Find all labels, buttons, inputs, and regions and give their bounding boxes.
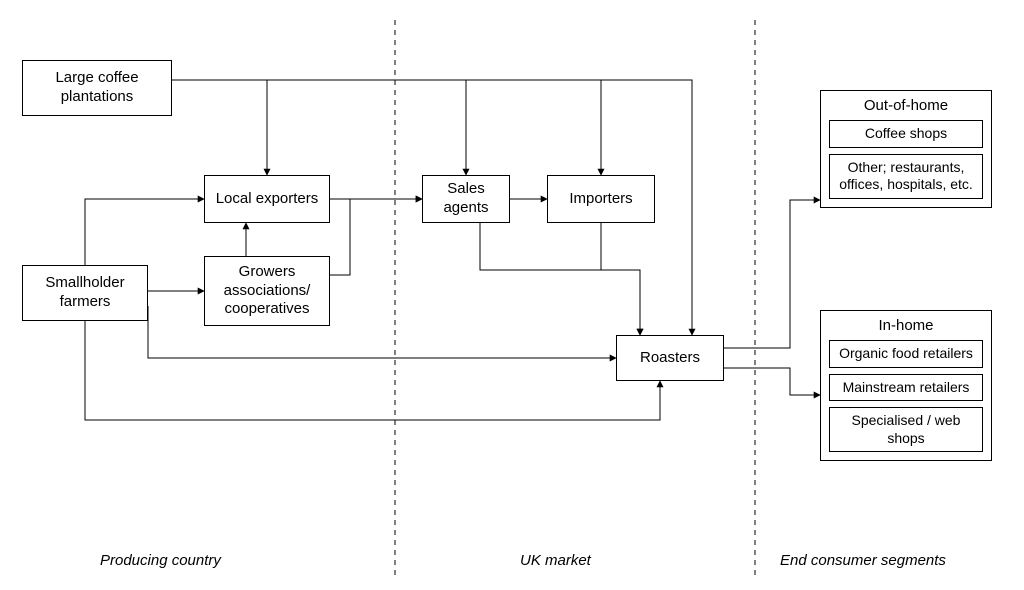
edge-gr-sa — [330, 199, 422, 275]
node-label: Local exporters — [216, 190, 319, 209]
group-item: Organic food retailers — [829, 340, 983, 368]
group-item: Mainstream retailers — [829, 374, 983, 402]
node-label: Sales agents — [429, 180, 503, 218]
node-label: Smallholder farmers — [29, 274, 141, 312]
edge-ro-ooh — [724, 200, 820, 348]
group-item: Other; restaurants, offices, hospitals, … — [829, 154, 983, 199]
group-in_home: In-home Organic food retailers Mainstream … — [820, 310, 992, 461]
node-sales_agents: Sales agents — [422, 175, 510, 223]
section-label-ukmarket: UK market — [520, 552, 591, 569]
node-label: Importers — [569, 190, 632, 209]
edge-sa-ro — [480, 223, 640, 335]
node-label: Large coffee plantations — [29, 69, 165, 107]
edge-lp-sa — [172, 80, 466, 175]
node-large_plantations: Large coffee plantations — [22, 60, 172, 116]
edge-lp-le — [172, 80, 267, 175]
edge-im-ro — [601, 223, 640, 335]
group-item: Coffee shops — [829, 120, 983, 148]
edge-sh-le — [85, 199, 204, 265]
node-label: Roasters — [640, 349, 700, 368]
node-importers: Importers — [547, 175, 655, 223]
node-growers: Growers associations/ cooperatives — [204, 256, 330, 326]
group-title: In-home — [829, 317, 983, 334]
edge-sh-ro — [85, 321, 660, 420]
section-label-endseg: End consumer segments — [780, 552, 946, 569]
group-title: Out-of-home — [829, 97, 983, 114]
section-label-producing: Producing country — [100, 552, 221, 569]
edge-lp-im — [172, 80, 601, 175]
edge-ro-ih — [724, 368, 820, 395]
node-label: Growers associations/ cooperatives — [211, 263, 323, 319]
node-local_exporters: Local exporters — [204, 175, 330, 223]
node-smallholder: Smallholder farmers — [22, 265, 148, 321]
group-item: Specialised / web shops — [829, 407, 983, 452]
group-out_of_home: Out-of-home Coffee shops Other; restaurant… — [820, 90, 992, 208]
node-roasters: Roasters — [616, 335, 724, 381]
